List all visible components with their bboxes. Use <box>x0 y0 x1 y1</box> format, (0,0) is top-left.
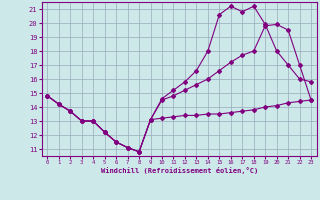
X-axis label: Windchill (Refroidissement éolien,°C): Windchill (Refroidissement éolien,°C) <box>100 167 258 174</box>
